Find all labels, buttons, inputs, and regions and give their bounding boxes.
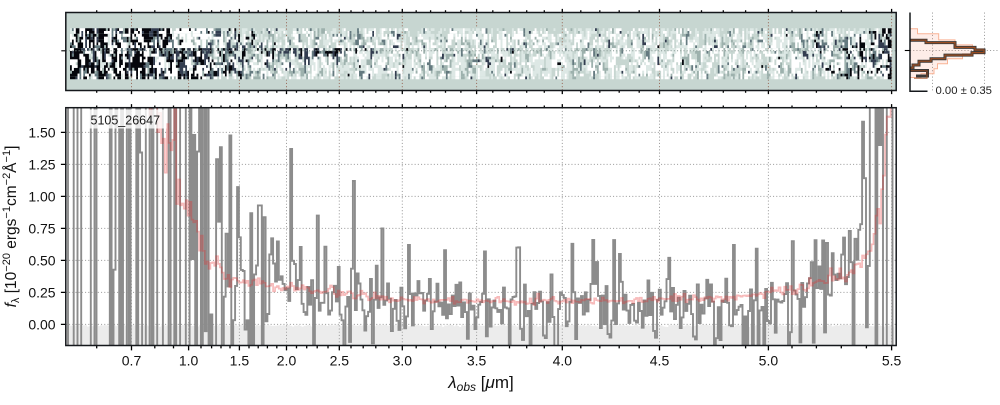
svg-text:5.5: 5.5: [882, 352, 902, 368]
svg-text:0.00 ± 0.35: 0.00 ± 0.35: [936, 85, 992, 97]
svg-text:0.75: 0.75: [28, 220, 55, 236]
svg-text:2.5: 2.5: [330, 352, 350, 368]
svg-text:0.25: 0.25: [28, 284, 55, 300]
svg-text:5105_26647: 5105_26647: [91, 114, 161, 128]
svg-text:2.0: 2.0: [277, 352, 297, 368]
svg-text:4.5: 4.5: [650, 352, 670, 368]
svg-text:3.0: 3.0: [393, 352, 413, 368]
svg-text:1.5: 1.5: [230, 352, 250, 368]
svg-text:1.00: 1.00: [28, 188, 55, 204]
svg-text:3.5: 3.5: [467, 352, 487, 368]
svg-text:0.7: 0.7: [122, 352, 142, 368]
svg-text:0.00: 0.00: [28, 316, 55, 332]
svg-text:1.50: 1.50: [28, 124, 55, 140]
svg-text:1.0: 1.0: [179, 352, 199, 368]
svg-text:0.50: 0.50: [28, 252, 55, 268]
svg-text:5.0: 5.0: [759, 352, 779, 368]
svg-text:fλ [10−20 ergs−1cm−2Å−1]: fλ [10−20 ergs−1cm−2Å−1]: [1, 146, 22, 308]
svg-text:1.25: 1.25: [28, 156, 55, 172]
svg-text:4.0: 4.0: [553, 352, 573, 368]
